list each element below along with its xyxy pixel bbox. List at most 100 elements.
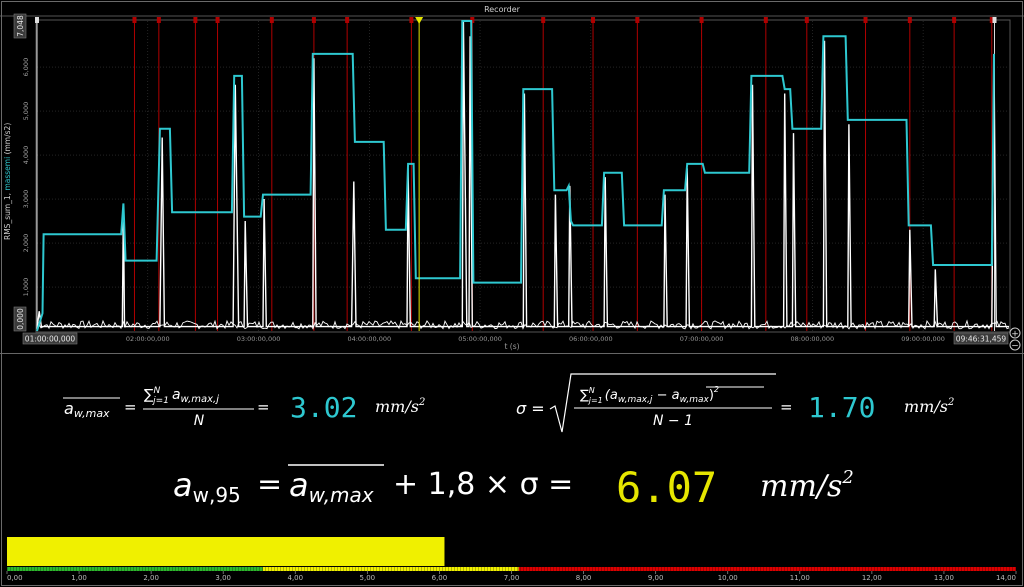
gauge-zone-dash [43, 567, 44, 571]
time-cursor-handle[interactable] [415, 17, 424, 24]
gauge-zone-dash [235, 567, 236, 571]
gauge-zone-dash [499, 567, 500, 571]
gauge-zone-dash [31, 567, 32, 571]
event-marker-flag[interactable] [132, 17, 137, 23]
gauge-zone-dash [550, 567, 551, 571]
gauge-zone-dash [586, 567, 587, 571]
gauge-zone-dash [991, 567, 992, 571]
event-marker-flag[interactable] [345, 17, 350, 23]
gauge-tick-label: 9,00 [648, 574, 664, 582]
x-tick-label: 09:00:00,000 [901, 335, 945, 343]
gauge-zone-dash [121, 567, 122, 571]
gauge-zone-dash [436, 567, 437, 571]
gauge-tick-label: 12,00 [862, 574, 882, 582]
event-marker-flag[interactable] [269, 17, 274, 23]
event-marker-flag[interactable] [763, 17, 768, 23]
gauge-zone-dash [571, 567, 572, 571]
gauge-zone-dash [145, 567, 146, 571]
gauge-zone-dash [547, 567, 548, 571]
gauge-zone-dash [718, 567, 719, 571]
gauge-zone-dash [622, 567, 623, 571]
y-max-readout: 7,048 [16, 15, 25, 37]
gauge-zone-dash [751, 567, 752, 571]
gauge-zone-dash [196, 567, 197, 571]
gauge-zone-dash [7, 567, 8, 571]
gauge-zone-dash [142, 567, 143, 571]
gauge-zone-dash [685, 567, 686, 571]
event-marker-flag[interactable] [541, 17, 546, 23]
event-marker-flag[interactable] [35, 17, 39, 23]
event-marker-flag[interactable] [635, 17, 640, 23]
end-marker-flag[interactable] [992, 17, 997, 23]
avg-unit: mm/s2 [375, 397, 425, 416]
gauge-zone-dash [169, 567, 170, 571]
gauge-zone-dash [124, 567, 125, 571]
gauge-zone-dash [574, 567, 575, 571]
event-marker-flag[interactable] [470, 17, 475, 23]
y-axis-label-unit: (mm/s2) [3, 123, 12, 157]
main-unit-text: mm/s [760, 469, 842, 504]
gauge-zone-dash [460, 567, 461, 571]
time-cursor[interactable] [415, 17, 424, 331]
gauge-zone-dash [181, 567, 182, 571]
gauge-zone-dash [985, 567, 986, 571]
gauge-zone-dash [283, 567, 284, 571]
gauge-zone-dash [793, 567, 794, 571]
gauge-zone-dash [724, 567, 725, 571]
gauge-zone-dash [133, 567, 134, 571]
event-marker-flag[interactable] [193, 17, 198, 23]
gauge-zone-dash [475, 567, 476, 571]
event-marker-flag[interactable] [989, 17, 994, 23]
event-marker-flag[interactable] [156, 17, 161, 23]
event-marker-flag[interactable] [215, 17, 220, 23]
zoom-in-button[interactable]: + [1009, 327, 1021, 340]
zoom-out-button[interactable]: − [1009, 339, 1021, 352]
gauge-zone-dash [877, 567, 878, 571]
gauge-zone-dash [16, 567, 17, 571]
gauge-zone-dash [343, 567, 344, 571]
recorder-chart: Recorder 1,0002,0003,0004,0005,0006,000 … [0, 5, 1024, 352]
gauge-zone-dash [946, 567, 947, 571]
gauge-zone-dash [82, 567, 83, 571]
gauge-zone-dash [559, 567, 560, 571]
event-marker-flag[interactable] [311, 17, 316, 23]
event-marker-flag[interactable] [409, 17, 414, 23]
gauge-zone-dash [565, 567, 566, 571]
event-marker-flag[interactable] [804, 17, 809, 23]
gauge-zone-red [518, 567, 1016, 571]
gauge-tick-label: 7,00 [504, 574, 520, 582]
gauge-zone-dash [847, 567, 848, 571]
gauge-zone-dash [229, 567, 230, 571]
gauge-zone-dash [193, 567, 194, 571]
raw-noise-floor [36, 319, 1010, 330]
x-tick-label: 06:00:00,000 [569, 335, 613, 343]
sigma-num-a-sub: w,max,j [618, 395, 653, 405]
gauge-zone-dash [271, 567, 272, 571]
event-marker-flag[interactable] [952, 17, 957, 23]
event-marker-flag[interactable] [907, 17, 912, 23]
gauge-zone-dash [610, 567, 611, 571]
gauge-zone-dash [487, 567, 488, 571]
start-time-box [22, 332, 78, 345]
gauge-zone-dash [19, 567, 20, 571]
gauge-zone-dash [337, 567, 338, 571]
gauge-zone-dash [631, 567, 632, 571]
gauge-zone-dash [301, 567, 302, 571]
plot-area[interactable] [35, 19, 1011, 333]
event-marker-flag[interactable] [699, 17, 704, 23]
event-marker-flag[interactable] [591, 17, 596, 23]
gauge-zone-dash [634, 567, 635, 571]
gauge-zone-dash [184, 567, 185, 571]
gauge-zone-dash [832, 567, 833, 571]
gauge-tick-label: 5,00 [360, 574, 376, 582]
gauge-tick-label: 0,00 [7, 574, 23, 582]
gauge-zone-dash [355, 567, 356, 571]
avg-term: a [172, 387, 181, 403]
event-marker-flag[interactable] [863, 17, 868, 23]
y-tick-label: 2,000 [22, 234, 30, 253]
gauge-zone-dash [163, 567, 164, 571]
gauge-zone-dash [649, 567, 650, 571]
gauge-zone-dash [835, 567, 836, 571]
svg-text:=: = [257, 398, 270, 416]
gauge-zone-dash [769, 567, 770, 571]
